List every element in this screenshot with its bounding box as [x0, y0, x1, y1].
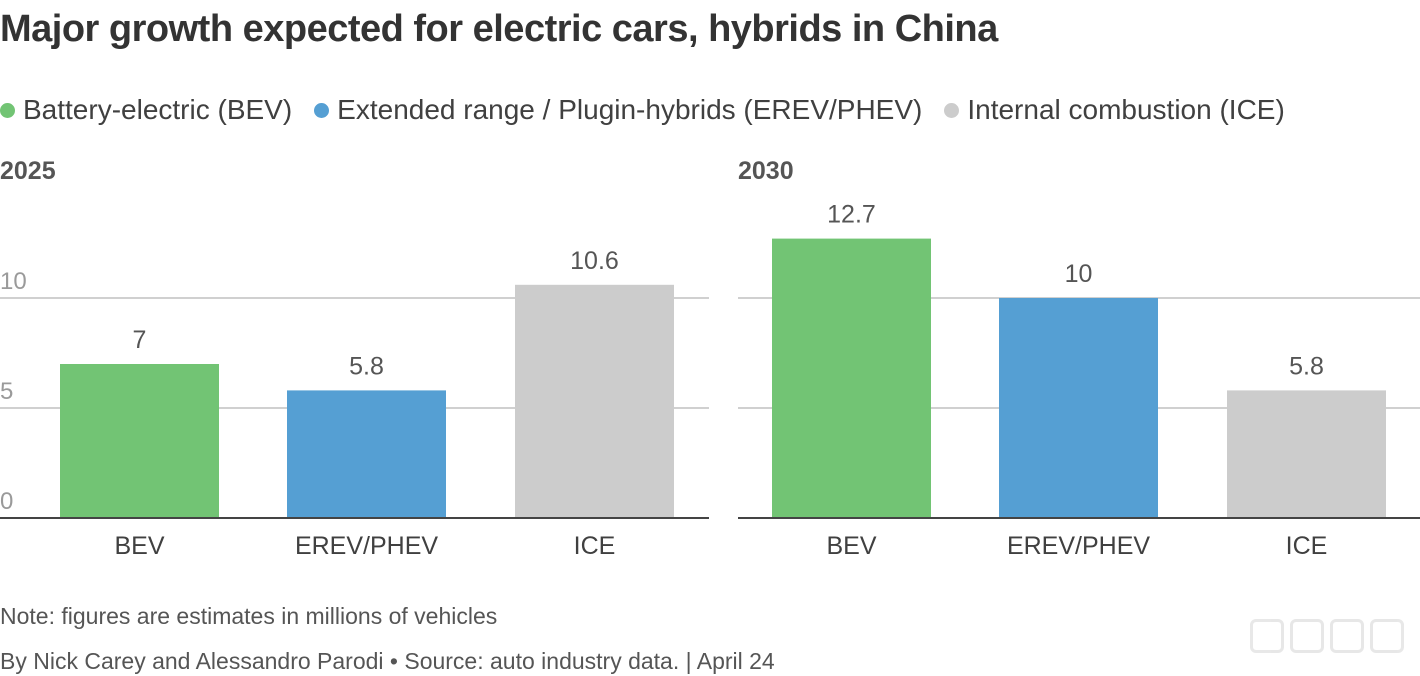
- legend: Battery-electric (BEV) Extended range / …: [0, 90, 1307, 130]
- data-label: 10: [1065, 260, 1093, 288]
- legend-label-bev: Battery-electric (BEV): [23, 94, 293, 125]
- chart-title: Major growth expected for electric cars,…: [0, 8, 998, 50]
- y-tick-label: 10: [0, 268, 27, 295]
- legend-dot-bev: [0, 102, 15, 118]
- watermark-mark: [1250, 619, 1284, 653]
- watermark-mark: [1370, 619, 1404, 653]
- bar-erev-phev: [287, 390, 446, 518]
- watermark: [1250, 619, 1404, 653]
- watermark-mark: [1330, 619, 1364, 653]
- credit-line: By Nick Carey and Alessandro Parodi • So…: [0, 648, 775, 674]
- y-tick-label: 0: [0, 488, 13, 515]
- bar-bev: [60, 364, 219, 518]
- x-tick-label: EREV/PHEV: [295, 532, 438, 560]
- x-tick-label: ICE: [574, 532, 616, 560]
- bar-ice: [515, 284, 674, 518]
- bar-charts: 2025 0 5 10 7 BEV 5.8 EREV/PHEV 10.6 ICE 2030 12.7 B…: [0, 157, 1420, 560]
- panel-title-2030: 2030: [738, 157, 794, 185]
- data-label: 5.8: [349, 352, 384, 380]
- legend-dot-ice: [944, 102, 960, 118]
- legend-label-ice: Internal combustion (ICE): [967, 94, 1285, 125]
- bar-erev-phev: [999, 298, 1158, 518]
- legend-label-phev: Extended range / Plugin-hybrids (EREV/PH…: [337, 94, 923, 125]
- legend-item-phev: Extended range / Plugin-hybrids (EREV/PH…: [314, 94, 922, 126]
- data-label: 5.8: [1289, 352, 1324, 380]
- x-tick-label: BEV: [114, 532, 164, 560]
- watermark-mark: [1290, 619, 1324, 653]
- data-label: 7: [133, 326, 147, 354]
- y-tick-label: 5: [0, 378, 13, 405]
- x-tick-label: EREV/PHEV: [1007, 532, 1150, 560]
- data-label: 10.6: [570, 247, 619, 275]
- panel-title-2025: 2025: [0, 157, 56, 185]
- footnote: Note: figures are estimates in millions …: [0, 603, 498, 629]
- data-label: 12.7: [827, 201, 876, 229]
- legend-item-ice: Internal combustion (ICE): [944, 94, 1285, 126]
- x-tick-label: ICE: [1286, 532, 1328, 560]
- legend-item-bev: Battery-electric (BEV): [0, 94, 292, 126]
- bar-bev: [772, 238, 931, 518]
- legend-dot-phev: [314, 102, 330, 118]
- bar-ice: [1227, 390, 1386, 518]
- x-tick-label: BEV: [826, 532, 876, 560]
